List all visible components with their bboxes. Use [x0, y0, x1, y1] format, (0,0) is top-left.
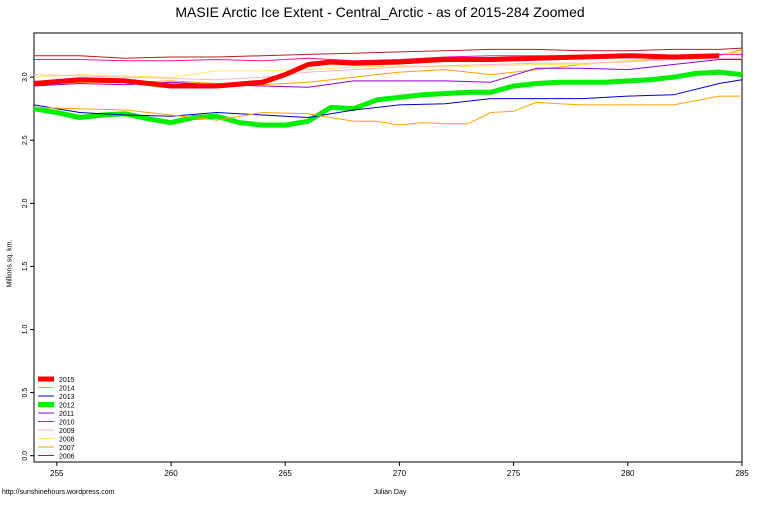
x-tick-label: 260	[164, 469, 178, 478]
series-line-2014	[33, 95, 742, 126]
series-lines	[33, 47, 743, 128]
footer-url: http://sunshinehours.wordpress.com	[2, 489, 115, 496]
series-line-2015	[33, 53, 720, 89]
legend-label: 2010	[59, 420, 75, 427]
x-tick-label: 275	[507, 469, 521, 478]
legend-label: 2006	[59, 454, 75, 461]
plot-frame	[33, 32, 743, 463]
y-tick-label: 1.5	[22, 261, 29, 271]
legend-label: 2012	[59, 403, 75, 410]
y-tick-label: 0.0	[22, 451, 29, 461]
legend-label: 2007	[59, 445, 75, 452]
x-tick-label: 285	[735, 469, 749, 478]
legend-label: 2011	[59, 411, 74, 418]
x-tick-label: 255	[50, 469, 64, 478]
y-tick-label: 3.0	[22, 72, 29, 82]
legend-label: 2008	[59, 437, 75, 444]
x-tick-label: 280	[621, 469, 635, 478]
y-axis-label: Millions sq. km.	[6, 239, 14, 288]
x-axis-label: Julian Day	[373, 489, 407, 496]
legend-label: 2015	[59, 377, 75, 384]
x-tick-label: 270	[393, 469, 407, 478]
series-line-2008	[33, 51, 743, 78]
y-tick-label: 0.5	[22, 388, 29, 398]
series-line-2013	[33, 79, 743, 118]
y-tick-label: 2.0	[22, 198, 29, 208]
series-line-2009	[33, 57, 742, 81]
x-tick-label: 265	[279, 469, 293, 478]
y-tick-label: 1.0	[22, 325, 29, 335]
chart-title: MASIE Arctic Ice Extent - Central_Arctic…	[175, 4, 585, 20]
axes: 255 260 265 270 275 280 285 0.0 0.5 1.0 1.5 2.0 2.5 3…	[22, 72, 749, 478]
series-line-2006	[34, 47, 743, 59]
legend-label: 2013	[59, 394, 75, 401]
legend-label: 2009	[59, 428, 75, 435]
legend-label: 2014	[59, 386, 75, 393]
y-tick-label: 2.5	[22, 135, 29, 145]
series-line-2012	[33, 69, 743, 128]
